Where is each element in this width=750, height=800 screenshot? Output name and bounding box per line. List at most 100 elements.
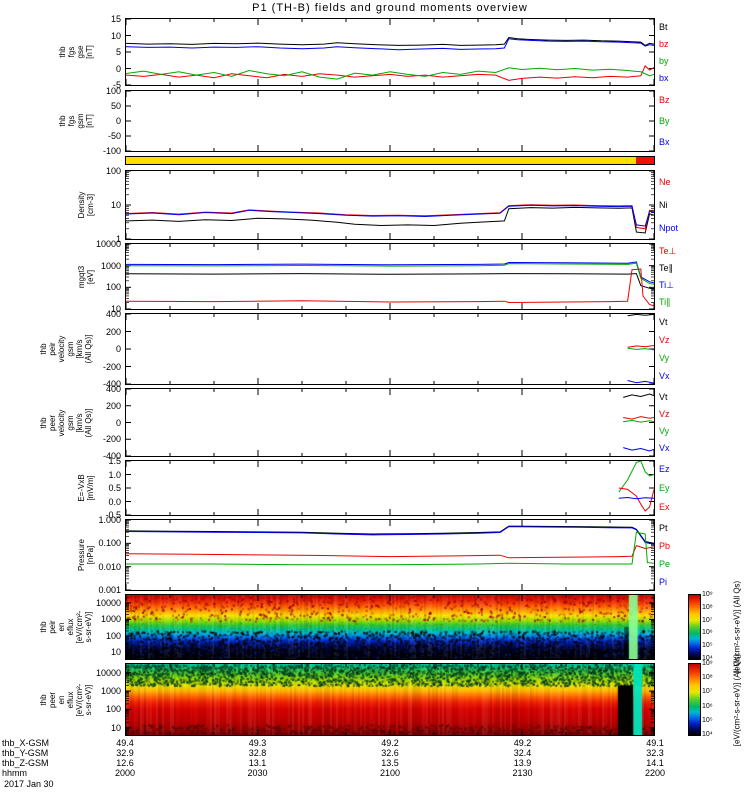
series-Ti-perp (126, 261, 654, 284)
ylabel-line: thb (39, 693, 48, 706)
axis-row-value: 13.5 (381, 758, 399, 768)
y-tick-label: -5 (112, 80, 121, 90)
ylabel-line: eflux (66, 691, 75, 708)
axis-row-value: 13.9 (513, 758, 532, 768)
series-Ex (618, 487, 654, 512)
series-Pb (126, 544, 654, 559)
colorbar-tick-label: 10⁶ (702, 702, 713, 710)
y-tick-label: 0.100 (98, 538, 121, 549)
ylabel-exb: E=-VxB [mV/m] (77, 474, 95, 501)
series-Npot (126, 204, 654, 227)
ylabel-thb_fgs_gsm: thb fgs gsm [nT] (58, 113, 94, 128)
y-tick-label: 1000 (100, 686, 121, 697)
legend-By: By (659, 116, 670, 126)
y-tick-label: 10 (110, 722, 121, 733)
ylabel-pressure: Pressure [nPa] (77, 539, 95, 571)
panel-peir_velocity (125, 313, 655, 385)
y-tick-label: 100 (105, 704, 121, 715)
y-tick-label: -100 (102, 146, 121, 156)
axis-row-value: 49.3 (248, 738, 267, 748)
series-Vz (627, 345, 654, 348)
legend-Ey: Ey (659, 483, 670, 493)
page-title: P1 (TH-B) fields and ground moments over… (252, 2, 528, 14)
legend-Vz: Vz (659, 335, 670, 345)
panel-peer_spec (125, 663, 655, 736)
ylabel-mgqt3: mgqt3 [eV] (77, 265, 95, 287)
legend-Ti∥: Ti∥ (659, 296, 671, 307)
ylabel-density: Density [cm-3] (77, 192, 95, 219)
plot-area-density (126, 171, 654, 239)
legend-bx: bx (659, 72, 669, 83)
axis-row-label: thb_Y-GSM (2, 748, 49, 758)
axis-row-label: thb_X-GSM (2, 738, 50, 748)
ylabel-peer_spec: thb peer en eflux [eV/(cm²- s-sr-eV)] (39, 683, 93, 716)
colorbar-tick-label: 10⁵ (702, 716, 713, 724)
colorbar-tick-label: 10⁸ (702, 674, 713, 682)
series-bx (126, 38, 654, 51)
ylabel-line: s-sr-eV)] (84, 611, 93, 643)
colorbar-tick-label: 10⁵ (702, 642, 713, 650)
y-tick-label: 1.5 (108, 456, 121, 466)
legend-Npot: Npot (659, 223, 679, 234)
panel-thb_fgs_gse (125, 18, 655, 86)
ylabel-line: Pressure (77, 538, 86, 572)
plot-area-thb_fgs_gse (126, 19, 654, 85)
panel-peer_velocity (125, 388, 655, 457)
plot-area-exb (126, 461, 654, 515)
y-tick-label: 0.5 (108, 483, 121, 493)
y-tick-label: 0.010 (98, 561, 121, 572)
panel-peir_spec (125, 594, 655, 660)
ylabel-line: velocity (57, 409, 66, 436)
plot-area-peir_velocity (126, 314, 654, 384)
date-label: 2017 Jan 30 (4, 779, 54, 789)
ylabel-line: [nT] (85, 45, 94, 59)
y-tick-label: 0 (115, 417, 121, 428)
ylabel-line: [km/s (75, 339, 84, 359)
legend-by: by (659, 55, 669, 66)
ylabel-line: (All Qs)] (84, 408, 93, 437)
axis-row-value: 32.4 (513, 748, 532, 758)
colorbar-tick-label: 10⁸ (702, 603, 713, 611)
ylabel-line: peir (48, 620, 57, 634)
legend-Pb: Pb (659, 541, 671, 551)
y-tick-label: 15 (110, 14, 121, 24)
axis-row-value: 12.6 (116, 758, 134, 768)
legend-Pi: Pi (659, 577, 668, 587)
series-Te-par (126, 273, 654, 290)
series-Vy (627, 347, 654, 351)
axis-row-value: 32.6 (381, 748, 399, 758)
y-tick-label: 10 (110, 200, 121, 210)
series-Pi (126, 526, 654, 545)
axis-row-value: 2100 (379, 768, 401, 778)
ylabel-line: gsm (76, 113, 85, 129)
legend-Vt: Vt (659, 391, 668, 402)
spectrogram-peir_spec (126, 595, 654, 659)
ylabel-line: thb (58, 46, 67, 58)
ylabel-line: gsm (66, 341, 75, 357)
ylabel-peir_velocity: thb peir velocity gsm [km/s (All Qs)] (39, 335, 93, 364)
axis-row-value: 14.1 (646, 758, 664, 768)
ylabel-thb_fgs_gse: thb fgs gse [nT] (58, 45, 94, 59)
series-Ez (618, 496, 654, 500)
legend-Ti⊥: Ti⊥ (659, 279, 675, 290)
ylabel-line: [eV/(cm²- (75, 683, 84, 716)
colorbar-peir_spec (688, 594, 701, 660)
panel-density (125, 170, 655, 240)
series-Vt (627, 314, 654, 317)
ylabel-line: [nT] (85, 114, 94, 128)
series-Vt (623, 393, 654, 398)
ylabel-line: en (57, 622, 66, 632)
ylabel-peer_velocity: thb peer velocity gsm [km/s (All Qs)] (39, 408, 93, 437)
legend-Vt: Vt (659, 317, 668, 327)
legend-Ex: Ex (659, 501, 670, 512)
y-tick-label: 100 (105, 282, 121, 293)
colorbar-tick-label: 10⁷ (702, 616, 713, 624)
y-tick-label: 100 (105, 166, 121, 176)
legend-Bz: Bz (659, 95, 670, 106)
colorbar-tick-label: 10⁹ (702, 660, 713, 667)
y-tick-label: 100 (105, 630, 121, 641)
colorbar-tick-label: 10⁴ (702, 655, 713, 662)
ylabel-line: thb (39, 621, 48, 633)
legend-Vy: Vy (659, 426, 670, 437)
y-tick-label: 100 (105, 86, 121, 96)
